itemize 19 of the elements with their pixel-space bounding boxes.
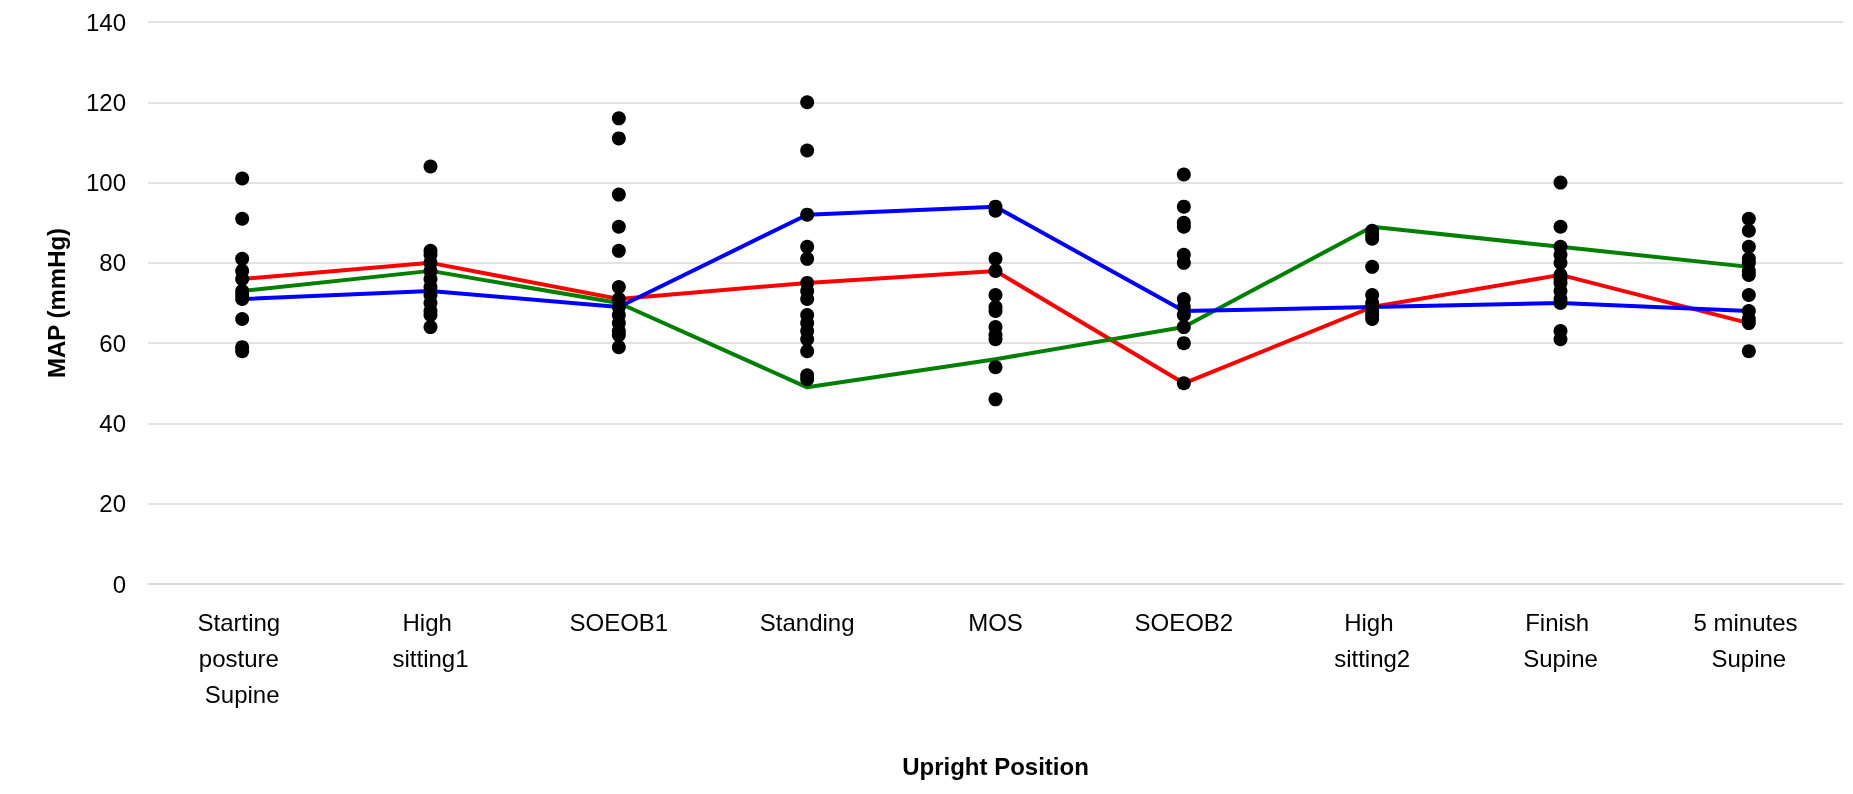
x-tick-label: Starting posture Supine [197,608,287,708]
y-tick-label: 40 [99,409,126,437]
x-tick-label: MOS [968,608,1023,636]
x-tick-label: SOEOB1 [569,608,669,636]
y-tick-label: 120 [85,88,126,116]
x-tick-label: High sitting1 [392,608,469,672]
x-axis-title: Upright Position [902,752,1089,780]
y-tick-label: 80 [99,249,126,277]
y-tick-label: 60 [99,329,126,357]
x-tick-label: Finish Supine [1523,608,1598,672]
y-tick-label: 100 [85,169,126,197]
y-tick-label: 140 [85,8,126,36]
x-tick-label: 5 minutes Supine [1693,608,1805,672]
y-tick-label: 0 [112,570,126,598]
x-tick-label: Standing [759,608,855,636]
y-tick-label: 20 [99,490,126,518]
y-axis-title: MAP (mmHg) [42,227,70,379]
x-tick-label: High sitting2 [1334,608,1411,672]
x-tick-label: SOEOB2 [1134,608,1234,636]
